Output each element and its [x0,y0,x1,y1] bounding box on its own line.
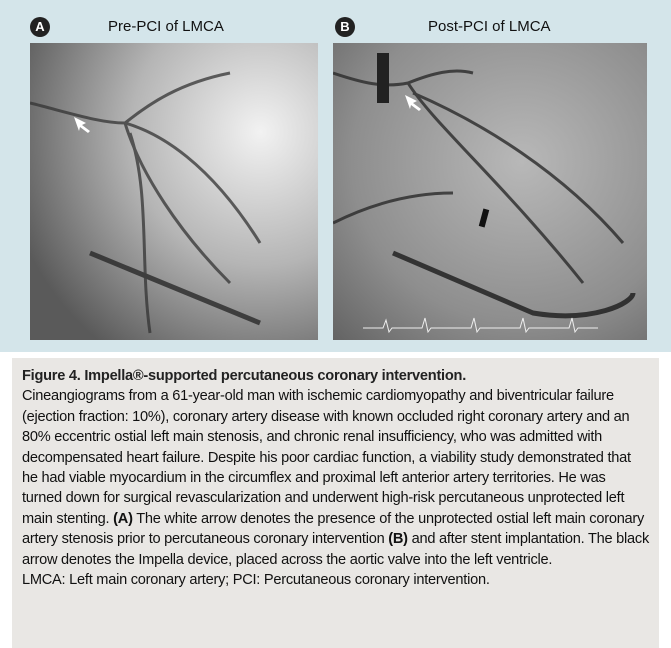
caption: Figure 4. Impella®-supported percutaneou… [12,358,659,648]
black-arrow [478,208,490,228]
caption-text: Cineangiograms from a 61-year-old man wi… [22,388,631,527]
white-arrow [74,117,90,133]
ecg-trace [363,317,598,334]
angiogram-a [30,43,318,340]
caption-ref: (A) [113,510,133,527]
caption-body: Cineangiograms from a 61-year-old man wi… [22,386,649,570]
caption-ref: (B) [388,531,408,548]
angiogram-b [333,43,647,340]
panel-title: Pre-PCI of LMCA [108,18,224,35]
white-arrow [405,95,421,111]
panel-label: A [30,17,50,37]
caption-title: Figure 4. Impella®-supported percutaneou… [22,368,466,384]
caption-abbreviations: LMCA: Left main coronary artery; PCI: Pe… [22,572,490,589]
panel-label: B [335,17,355,37]
figure: A Pre-PCI of LMCA B Post-PCI of LMCA [0,0,671,352]
panel-title: Post-PCI of LMCA [428,18,551,35]
caption-text: The white arrow denotes the presence of … [22,510,645,548]
caption-text: and after stent implantation. The black … [22,531,649,568]
